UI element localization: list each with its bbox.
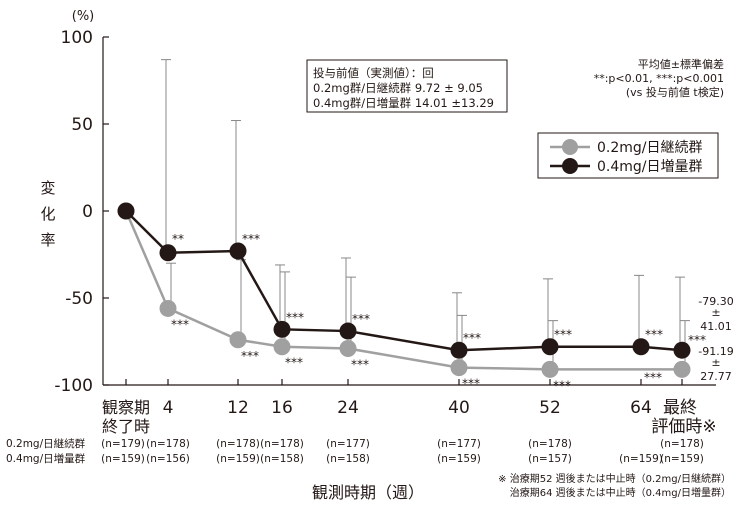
- x-tick-label: 最終: [663, 398, 697, 418]
- data-point-0.4mg: [229, 242, 247, 260]
- legend-label-0.4mg: 0.4mg/日増量群: [597, 159, 703, 175]
- n-count-0.4mg: (n=159): [216, 453, 260, 465]
- data-point-0.2mg: [229, 331, 247, 349]
- n-count-0.4mg: (n=159): [660, 453, 704, 465]
- x-tick-label: 12: [227, 398, 249, 418]
- x-axis-title: 観測時期（週）: [312, 483, 424, 502]
- n-count-0.2mg: (n=178): [528, 438, 572, 450]
- n-count-0.2mg: (n=177): [326, 438, 370, 450]
- series-line-0.2mg: [124, 210, 682, 371]
- x-tick-label: 評価時※: [651, 417, 716, 437]
- final-value-label: ±: [711, 356, 720, 369]
- data-point-0.4mg: [450, 341, 468, 359]
- x-tick-label: 終了時: [102, 417, 150, 436]
- legend-marker-0.4mg: [562, 158, 578, 174]
- legend-marker-0.2mg: [562, 139, 578, 155]
- final-value-label: 41.01: [700, 320, 732, 333]
- n-count-0.4mg: (n=159): [101, 453, 145, 465]
- n-row-label-0.4mg: 0.4mg/日増量群: [6, 452, 86, 465]
- final-value-label: 27.77: [700, 370, 732, 383]
- x-tick-label: 16: [271, 398, 293, 418]
- stats-note: **:p<0.01, ***:p<0.001: [594, 72, 724, 85]
- significance-label-0.2mg: ***: [171, 317, 189, 331]
- significance-label-0.2mg: ***: [644, 370, 662, 384]
- significance-label-0.4mg: ***: [688, 333, 706, 347]
- n-count-0.2mg: (n=178): [146, 438, 190, 450]
- stats-note: (vs 投与前値 t検定): [626, 85, 724, 99]
- n-row-label-0.2mg: 0.2mg/日継続群: [6, 437, 86, 450]
- data-point-0.4mg: [632, 338, 650, 356]
- baseline-box: [306, 59, 508, 113]
- x-tick-label: 4: [163, 398, 174, 418]
- final-value-label: -79.30: [698, 295, 733, 308]
- n-count-0.4mg: (n=156): [146, 453, 190, 465]
- baseline-box-text: 投与前値（実測値）：回: [313, 66, 434, 80]
- stats-note: 平均値±標準偏差: [638, 57, 724, 71]
- data-point-0.4mg: [273, 320, 291, 338]
- significance-label-0.4mg: ***: [242, 232, 260, 246]
- y-unit-label: (%): [72, 9, 95, 24]
- y-tick-label: -50: [65, 289, 93, 309]
- y-axis-label-char: 率: [40, 231, 55, 249]
- y-tick-label: 50: [71, 115, 93, 135]
- significance-label-0.2mg: ***: [241, 349, 259, 363]
- series-line-0.4mg: [125, 210, 683, 352]
- y-tick-label: -100: [54, 376, 93, 396]
- n-count-0.4mg: (n=158): [260, 453, 304, 465]
- n-count-0.4mg: (n=159): [437, 453, 481, 465]
- significance-label-0.4mg: ***: [286, 310, 304, 324]
- n-count-0.2mg: (n=177): [437, 438, 481, 450]
- data-point-0.4mg: [339, 322, 357, 340]
- final-value-label: -91.19: [698, 345, 733, 358]
- data-point-0.2mg: [541, 360, 559, 378]
- x-tick-label: 52: [539, 398, 561, 418]
- n-count-0.2mg: (n=178): [216, 438, 260, 450]
- y-axis-label-char: 化: [40, 205, 55, 223]
- significance-label-0.2mg: ***: [285, 356, 303, 370]
- data-point-0.4mg: [159, 244, 177, 262]
- n-count-0.2mg: (n=178): [660, 438, 704, 450]
- data-point-0.2mg: [159, 299, 177, 317]
- n-count-0.4mg: (n=157): [528, 453, 572, 465]
- x-tick-label: 24: [337, 398, 359, 418]
- significance-label-0.4mg: ***: [554, 328, 572, 342]
- data-point-0.2mg: [273, 338, 291, 356]
- baseline-box-text: 0.2mg群/日継続群 9.72 ± 9.05: [313, 81, 483, 95]
- y-axis-label-char: 変: [40, 179, 55, 197]
- significance-label-0.2mg: ***: [462, 377, 480, 391]
- x-tick-label: 40: [448, 398, 470, 418]
- y-tick-label: 0: [82, 202, 93, 222]
- data-point-0.4mg: [117, 202, 135, 220]
- n-count-0.2mg: (n=178): [260, 438, 304, 450]
- y-tick-label: 100: [61, 28, 93, 48]
- x-tick-label: 64: [630, 398, 652, 418]
- data-point-0.4mg: [541, 338, 559, 356]
- final-value-label: ±: [711, 306, 720, 319]
- baseline-box-text: 0.4mg群/日増量群 14.01 ±13.29: [313, 96, 494, 110]
- data-point-0.2mg: [450, 359, 468, 377]
- significance-label-0.2mg: ***: [351, 357, 369, 371]
- significance-label-0.4mg: ***: [463, 331, 481, 345]
- legend-label-0.2mg: 0.2mg/日継続群: [597, 139, 703, 156]
- significance-label-0.4mg: ***: [352, 312, 370, 326]
- x-tick-label: 観察期: [102, 398, 150, 417]
- significance-label-0.4mg: ***: [645, 328, 663, 342]
- significance-label-0.2mg: ***: [553, 378, 571, 392]
- n-count-0.2mg: (n=179): [101, 438, 145, 450]
- significance-label-0.4mg: **: [172, 232, 184, 246]
- data-point-0.2mg: [339, 339, 357, 357]
- data-point-0.2mg: [673, 360, 691, 378]
- data-point-0.4mg: [673, 341, 691, 359]
- n-count-0.4mg: (n=159): [619, 453, 663, 465]
- footnote-line-2: 治療期64 週後または中止時（0.4mg/日増量群）: [510, 486, 731, 499]
- n-count-0.4mg: (n=158): [326, 453, 370, 465]
- footnote-line-1: ※ 治療期52 週後または中止時（0.2mg/日継続群）: [498, 472, 731, 485]
